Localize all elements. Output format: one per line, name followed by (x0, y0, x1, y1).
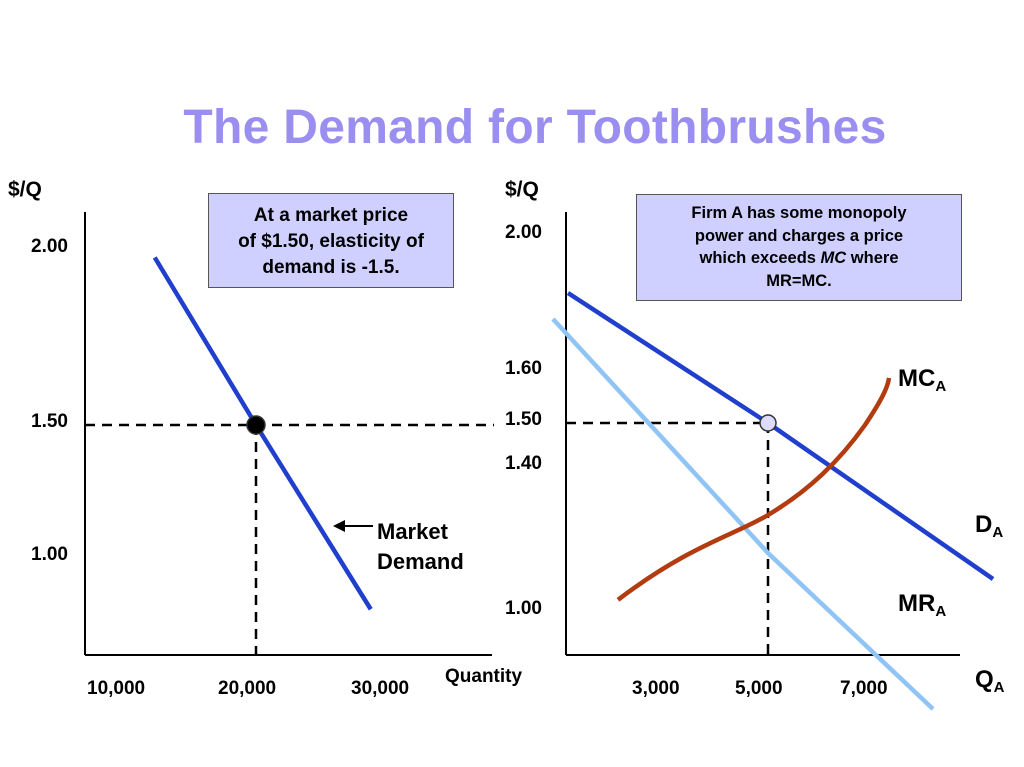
market-y-axis-label: $/Q (8, 178, 42, 201)
firm-x-tick-7000: 7,000 (840, 678, 888, 699)
mr-curve (551, 317, 935, 711)
market-demand-label-line2: Demand (377, 549, 464, 574)
firm-y-tick-2-00: 2.00 (505, 222, 542, 243)
mc-curve (616, 377, 892, 602)
market-demand-arrowhead (333, 520, 345, 532)
equilibrium-point-firm (759, 414, 777, 432)
market-annotation-box: At a market price of $1.50, elasticity o… (208, 193, 454, 288)
firm-annotation-line3: which exceeds MC where (699, 249, 899, 267)
firm-x-axis-label: QA (975, 666, 1005, 696)
market-x-tick-30000: 30,000 (351, 678, 410, 699)
market-y-tick-1-00: 1.00 (31, 544, 68, 565)
market-x-tick-20000: 20,000 (218, 678, 277, 699)
firm-y-axis-label: $/Q (505, 178, 539, 201)
market-demand-curve (152, 256, 373, 611)
firm-y-tick-1-00: 1.00 (505, 598, 542, 619)
market-x-tick-10000: 10,000 (87, 678, 146, 699)
firm-y-tick-1-50: 1.50 (505, 409, 542, 430)
firm-annotation-box: Firm A has some monopoly power and charg… (636, 194, 962, 301)
market-annotation-line1: At a market price (253, 205, 409, 226)
mr-curve-label: MRA (898, 590, 947, 620)
demand-curve-label: DA (975, 511, 1004, 541)
market-x-axis-label: Quantity (445, 666, 523, 687)
market-annotation-line3: demand is -1.5. (262, 257, 400, 278)
firm-y-tick-1-40: 1.40 (505, 453, 542, 474)
market-y-tick-2-00: 2.00 (31, 236, 68, 257)
market-y-tick-1-50: 1.50 (31, 411, 68, 432)
d-curve (566, 291, 995, 581)
mc-curve-label: MCA (898, 365, 947, 395)
slide-title: The Demand for Toothbrushes (183, 101, 887, 154)
market-demand-label-line1: Market (377, 519, 448, 544)
firm-y-tick-1-60: 1.60 (505, 358, 542, 379)
firm-annotation-line4: MR=MC. (766, 271, 832, 290)
firm-x-tick-5000: 5,000 (735, 678, 783, 699)
market-annotation-line2: of $1.50, elasticity of (238, 231, 424, 252)
firm-annotation-line1: Firm A has some monopoly (691, 204, 907, 222)
firm-x-tick-3000: 3,000 (632, 678, 680, 699)
firm-annotation-line2: power and charges a price (694, 226, 904, 245)
equilibrium-point-market (246, 415, 266, 435)
